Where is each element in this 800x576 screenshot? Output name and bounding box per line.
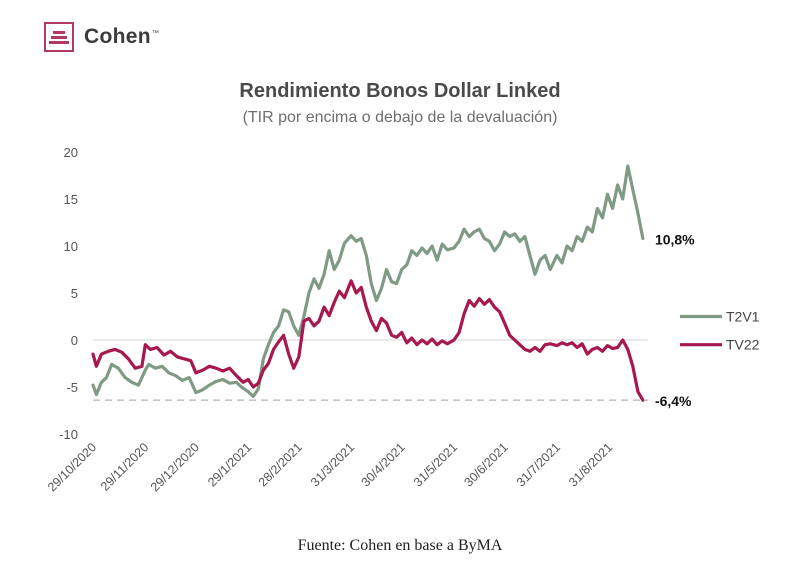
brand-logo: Cohen™: [44, 22, 159, 52]
x-tick-label: 29/10/2020: [45, 440, 99, 494]
x-tick-label: 31/7/2021: [514, 440, 563, 489]
source-note: Fuente: Cohen en base a ByMA: [297, 537, 503, 554]
y-tick-label: 15: [64, 192, 78, 207]
x-tick-label: 30/4/2021: [359, 440, 408, 489]
y-tick-label: -10: [59, 427, 78, 442]
x-tick-label: 28/2/2021: [256, 440, 305, 489]
series-end-label: 10,8%: [655, 231, 695, 247]
y-tick-label: -5: [66, 380, 78, 395]
y-tick-label: 20: [64, 145, 78, 160]
x-tick-label: 31/3/2021: [308, 440, 357, 489]
x-tick-label: 29/11/2020: [98, 440, 152, 494]
y-tick-label: 10: [64, 239, 78, 254]
x-tick-label: 30/6/2021: [462, 440, 511, 489]
series-end-label: -6,4%: [655, 393, 692, 409]
y-tick-label: 0: [71, 333, 78, 348]
legend-label-t2v1: T2V1: [726, 309, 760, 325]
x-tick-label: 31/5/2021: [411, 440, 460, 489]
x-tick-label: 31/8/2021: [566, 440, 615, 489]
x-tick-label: 29/12/2020: [148, 440, 202, 494]
chart-title: Rendimiento Bonos Dollar Linked: [239, 80, 561, 102]
series-line-t2v1: [91, 164, 645, 398]
legend-label-tv22: TV22: [726, 337, 760, 353]
chart-subtitle: (TIR por encima o debajo de la devaluaci…: [242, 109, 558, 126]
series-line-tv22: [91, 279, 645, 402]
y-tick-label: 5: [71, 286, 78, 301]
x-tick-label: 29/1/2021: [205, 440, 254, 489]
cohen-logo-icon: [44, 22, 74, 52]
brand-name: Cohen™: [84, 25, 160, 48]
